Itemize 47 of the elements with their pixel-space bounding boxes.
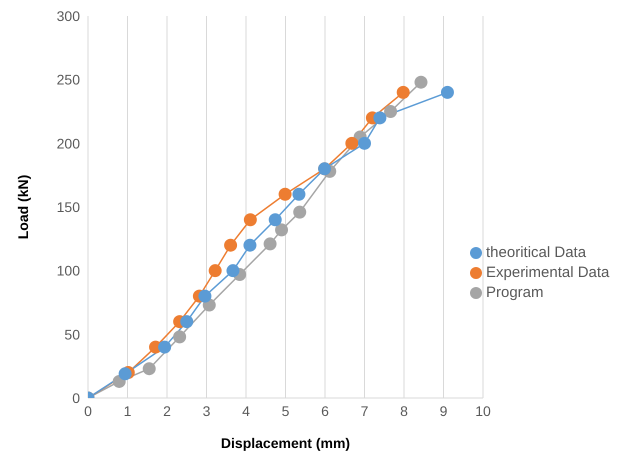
point <box>118 367 132 380</box>
point <box>268 213 282 226</box>
point <box>396 86 410 99</box>
point <box>278 188 292 201</box>
x-tick-label: 4 <box>242 402 250 419</box>
point <box>414 76 428 89</box>
point <box>358 136 371 150</box>
point <box>243 238 256 252</box>
x-tick-label: 2 <box>163 402 172 419</box>
point <box>244 213 257 226</box>
point <box>345 136 358 150</box>
x-tick-label: 1 <box>124 402 132 419</box>
y-tick-label: 300 <box>56 8 80 24</box>
legend-label: Program <box>486 284 544 301</box>
point <box>173 330 186 344</box>
point <box>275 223 288 236</box>
y-axis-title: Load (kN) <box>14 174 31 240</box>
y-tick-label: 200 <box>56 135 80 152</box>
point <box>198 290 212 303</box>
x-tick-label: 7 <box>360 402 369 419</box>
point <box>440 86 454 99</box>
y-tick-label: 100 <box>56 262 80 279</box>
legend-label: Experimental Data <box>486 264 610 281</box>
point <box>264 237 277 250</box>
x-tick-label: 5 <box>282 402 290 419</box>
point <box>180 315 194 328</box>
y-tick-label: 150 <box>56 198 80 215</box>
y-tick-label: 250 <box>56 72 80 88</box>
x-axis-title: Displacement (mm) <box>220 435 350 451</box>
x-tick-label: 8 <box>400 402 408 419</box>
x-tick-label: 3 <box>202 402 211 419</box>
y-tick-label: 50 <box>64 326 80 342</box>
y-tick-label: 0 <box>72 390 80 406</box>
point <box>158 340 172 354</box>
point <box>384 105 398 118</box>
point <box>373 111 386 124</box>
x-tick-label: 10 <box>475 402 491 419</box>
point <box>226 264 240 278</box>
x-tick-label: 9 <box>440 402 448 419</box>
legend-label: theoritical Data <box>486 244 586 261</box>
point <box>142 362 156 376</box>
x-tick-label: 0 <box>84 402 92 419</box>
point <box>292 188 306 201</box>
point <box>224 238 238 252</box>
point <box>208 264 222 278</box>
x-tick-label: 6 <box>321 402 330 419</box>
point <box>293 206 306 219</box>
